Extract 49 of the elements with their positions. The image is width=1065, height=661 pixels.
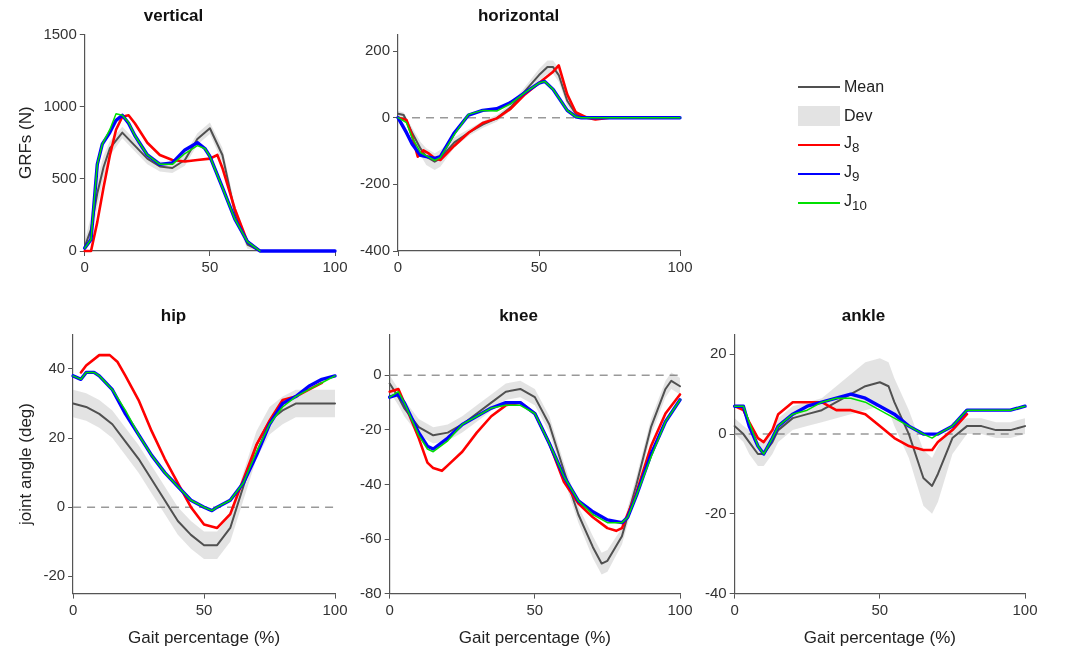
chart-title: vertical <box>143 5 204 25</box>
x-tick-label: 100 <box>322 600 348 618</box>
y-tick-label: -60 <box>359 529 382 547</box>
x-axis-title: Gait percentage (%) <box>803 628 956 648</box>
chart-title: hip <box>160 305 187 325</box>
legend-label: J$_{10}$ <box>844 191 867 214</box>
y-tick-label: -80 <box>359 583 382 601</box>
y-tick-label: 0 <box>56 497 66 515</box>
y-tick-label: 0 <box>381 107 391 125</box>
y-tick-label: 200 <box>364 41 391 59</box>
x-tick-label: 100 <box>322 258 348 276</box>
chart-title: knee <box>499 305 538 325</box>
x-tick-label: 100 <box>667 258 693 276</box>
y-tick-label: -40 <box>704 583 727 601</box>
y-tick-label: 20 <box>709 344 727 362</box>
legend-label: J$_{9}$ <box>844 162 860 185</box>
x-tick-label: 50 <box>201 258 219 276</box>
y-tick-label: 20 <box>48 428 66 446</box>
y-tick-label: -400 <box>359 241 391 259</box>
y-tick-label: 1500 <box>43 24 77 42</box>
x-tick-label: 0 <box>730 600 739 618</box>
y-tick-label: -20 <box>359 420 382 438</box>
legend-label: Mean <box>844 77 885 96</box>
chart-title: horizontal <box>477 5 560 25</box>
x-axis-title: Gait percentage (%) <box>127 628 281 648</box>
y-tick-label: 1000 <box>43 96 77 114</box>
x-tick-label: 0 <box>80 258 89 276</box>
y-tick-label: -20 <box>43 566 66 584</box>
y-tick-label: 0 <box>373 365 382 383</box>
x-tick-label: 50 <box>195 600 213 618</box>
text: Dev <box>844 106 873 125</box>
chart-title: ankle <box>841 305 886 325</box>
x-tick-label: 50 <box>526 600 544 618</box>
y-tick-label: 40 <box>48 359 66 377</box>
y-tick-label: -40 <box>359 474 382 492</box>
x-tick-label: 100 <box>1012 600 1038 618</box>
y-tick-label: 0 <box>68 241 77 259</box>
x-tick-label: 50 <box>530 258 548 276</box>
legend-label: J$_{8}$ <box>844 133 860 156</box>
x-tick-label: 50 <box>871 600 889 618</box>
y-tick-label: -200 <box>359 174 391 192</box>
y-axis-title: joint angle (deg) <box>15 403 35 526</box>
x-axis-title: Gait percentage (%) <box>458 628 611 648</box>
y-tick-label: 0 <box>718 424 727 442</box>
y-tick-label: 500 <box>51 168 77 186</box>
y-axis-title: GRFs (N) <box>15 106 35 180</box>
x-tick-label: 100 <box>667 600 693 618</box>
y-tick-label: -20 <box>704 503 727 521</box>
x-tick-label: 0 <box>393 258 403 276</box>
